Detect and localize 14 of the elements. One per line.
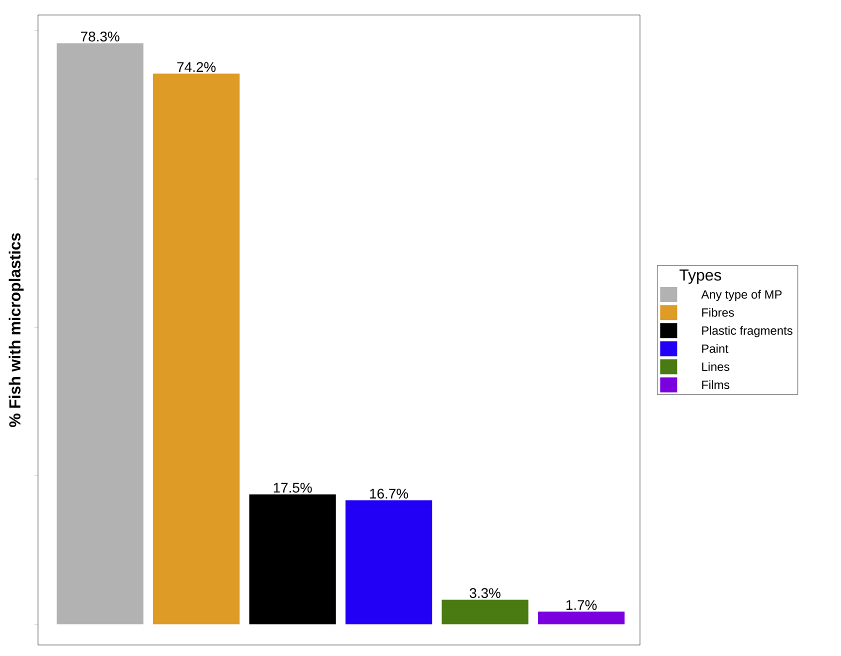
data-label: 17.5%	[274, 482, 312, 493]
data-label: 16.7%	[370, 488, 408, 499]
legend-label: Fibres	[702, 308, 734, 317]
y-axis-title: % Fish with microplastics	[8, 233, 24, 428]
data-label: 78.3%	[81, 32, 120, 42]
data-label: 3.3%	[470, 588, 500, 598]
legend-label: Films	[702, 380, 730, 390]
legend-label: Plastic fragments	[702, 326, 792, 338]
legend-label: Paint	[702, 344, 728, 353]
data-label: 74.2%	[177, 62, 216, 72]
legend-label: Any type of MP	[701, 290, 782, 302]
legend-label: Lines	[702, 362, 730, 372]
data-label: 1.7%	[566, 600, 597, 610]
legend-title: Types	[680, 270, 722, 284]
